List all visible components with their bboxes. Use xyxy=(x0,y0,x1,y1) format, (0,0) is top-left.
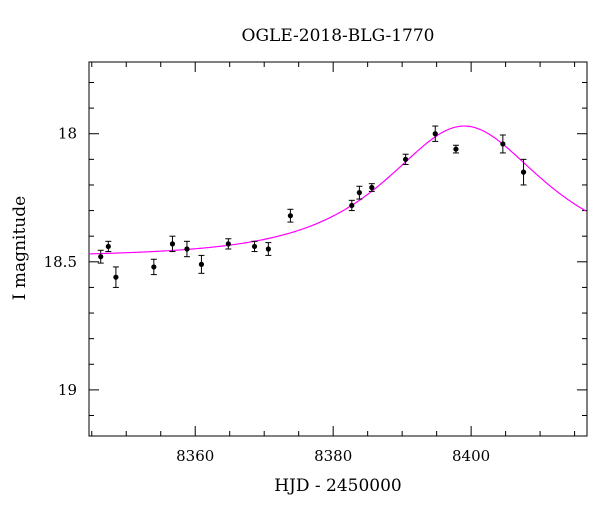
data-point xyxy=(452,144,459,154)
model-curve xyxy=(88,125,586,255)
y-tick-label: 18.5 xyxy=(44,253,77,271)
data-marker xyxy=(287,213,294,219)
data-marker xyxy=(500,141,506,147)
major-ticks xyxy=(89,62,587,436)
data-point xyxy=(225,238,232,250)
data-marker xyxy=(265,246,271,252)
data-point xyxy=(402,153,409,165)
data-marker xyxy=(453,146,459,152)
y-axis-label: I magnitude xyxy=(10,196,30,300)
data-point xyxy=(520,158,527,186)
data-point xyxy=(112,266,119,288)
data-marker xyxy=(184,246,190,252)
data-point xyxy=(97,249,104,264)
data-marker xyxy=(151,264,157,270)
data-point xyxy=(265,242,272,256)
x-axis-label: HJD - 2450000 xyxy=(274,476,402,496)
data-point xyxy=(105,240,112,253)
data-point xyxy=(183,240,190,258)
data-point xyxy=(368,183,375,192)
data-point xyxy=(432,125,439,142)
data-marker xyxy=(402,156,409,162)
data-marker xyxy=(169,241,176,247)
data-point xyxy=(198,254,205,274)
y-tick-label: 18 xyxy=(58,125,77,143)
data-marker xyxy=(198,261,205,267)
minor-ticks xyxy=(89,62,587,436)
data-marker xyxy=(225,241,231,247)
x-tick-label: 8360 xyxy=(176,447,214,465)
data-marker xyxy=(113,274,119,280)
x-tick-labels: 8360 8380 8400 xyxy=(176,447,490,465)
data-marker xyxy=(356,190,362,196)
plot-frame xyxy=(88,61,588,437)
data-marker xyxy=(98,254,104,260)
x-tick-label: 8400 xyxy=(452,447,490,465)
data-point xyxy=(287,208,294,223)
data-marker xyxy=(105,243,111,250)
y-tick-labels: 18 18.5 19 xyxy=(44,125,77,399)
data-point xyxy=(499,134,506,154)
data-point xyxy=(356,185,363,200)
data-marker xyxy=(432,131,438,137)
x-tick-label: 8380 xyxy=(314,447,352,465)
data-point xyxy=(150,258,157,276)
data-point xyxy=(348,199,355,212)
data-point xyxy=(169,235,176,253)
data-marker xyxy=(520,169,527,175)
chart-title: OGLE-2018-BLG-1770 xyxy=(242,26,435,46)
data-marker xyxy=(369,184,375,191)
data-point xyxy=(251,240,258,253)
data-marker xyxy=(349,202,355,209)
y-tick-label: 19 xyxy=(58,381,77,399)
data-points xyxy=(97,125,527,288)
data-marker xyxy=(251,243,258,250)
